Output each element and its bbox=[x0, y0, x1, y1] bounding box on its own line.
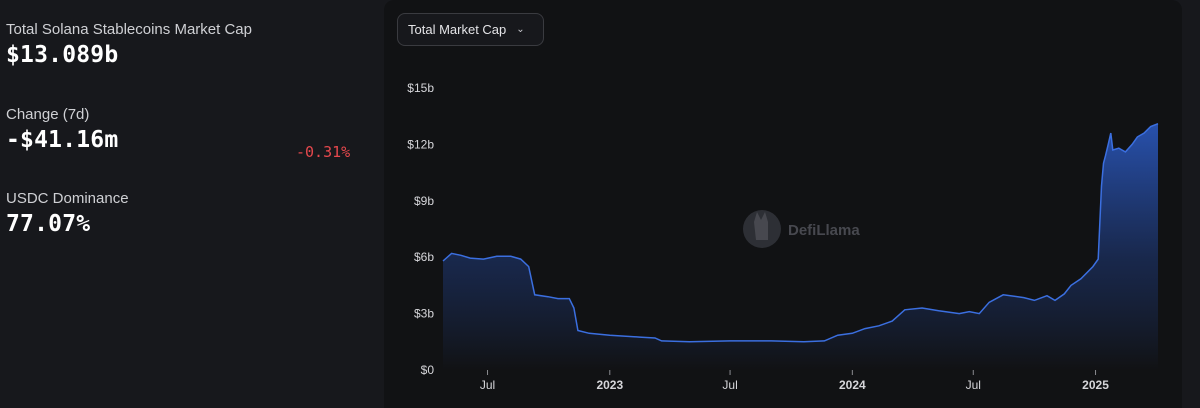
defillama-logo-icon bbox=[743, 210, 781, 248]
stats-panel: Total Solana Stablecoins Market Cap $13.… bbox=[0, 0, 375, 408]
y-axis: $0 $3b $6b $9b $12b $15b bbox=[407, 81, 434, 377]
stat-change-value: -$41.16m bbox=[6, 127, 119, 153]
watermark: DefiLlama bbox=[743, 210, 860, 248]
x-tick-label: Jul bbox=[722, 378, 737, 392]
y-tick-label: $3b bbox=[414, 307, 434, 321]
x-tick-label: Jul bbox=[966, 378, 981, 392]
stat-usdc-dominance: USDC Dominance 77.07% bbox=[6, 190, 129, 237]
x-tick-label: Jul bbox=[480, 378, 495, 392]
x-tick-label: 2025 bbox=[1082, 378, 1109, 392]
stat-change-label: Change (7d) bbox=[6, 106, 90, 123]
stat-total-value: $13.089b bbox=[6, 42, 119, 68]
stat-dominance-label: USDC Dominance bbox=[6, 190, 129, 207]
stat-dominance-value: 77.07% bbox=[6, 211, 91, 237]
y-tick-label: $12b bbox=[407, 137, 434, 151]
y-tick-label: $15b bbox=[407, 81, 434, 95]
y-tick-label: $9b bbox=[414, 194, 434, 208]
x-axis: Jul 2023 Jul 2024 Jul 2025 bbox=[480, 370, 1109, 392]
watermark-text: DefiLlama bbox=[788, 222, 860, 239]
chevron-down-icon: ⌄ bbox=[516, 24, 525, 35]
stat-change-percent: -0.31% bbox=[296, 143, 351, 161]
x-tick-label: 2024 bbox=[839, 378, 866, 392]
stat-change-7d: Change (7d) -$41.16m bbox=[6, 106, 118, 153]
y-tick-label: $0 bbox=[421, 363, 435, 377]
series-line bbox=[442, 122, 1159, 343]
metric-selector-dropdown[interactable]: Total Market Cap ⌄ bbox=[397, 13, 544, 46]
x-tick-label: 2023 bbox=[596, 378, 623, 392]
stat-total-label: Total Solana Stablecoins Market Cap bbox=[6, 21, 252, 38]
y-tick-label: $6b bbox=[414, 250, 434, 264]
series-area-fill bbox=[443, 123, 1158, 370]
metric-selector-label: Total Market Cap bbox=[408, 22, 507, 37]
stat-total-market-cap: Total Solana Stablecoins Market Cap $13.… bbox=[6, 21, 252, 68]
